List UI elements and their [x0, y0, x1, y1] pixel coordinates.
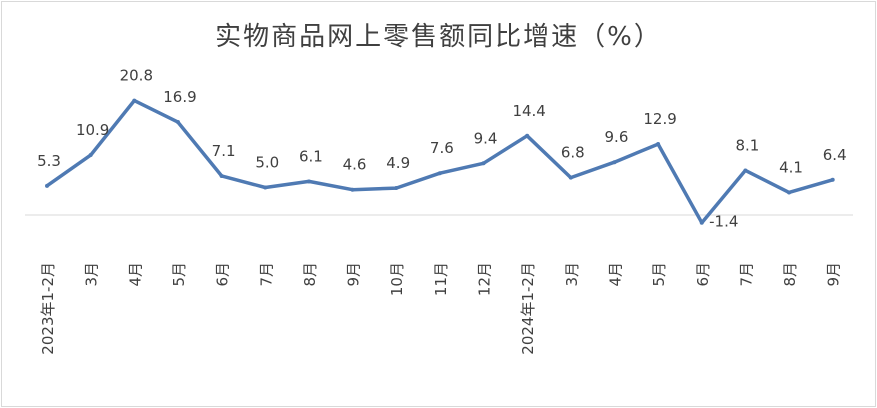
- data-point: [263, 185, 268, 190]
- data-point: [568, 175, 573, 180]
- data-label: 6.4: [823, 146, 847, 164]
- x-tick-label: 8月: [781, 262, 799, 287]
- data-point: [830, 177, 835, 182]
- data-point: [175, 120, 180, 125]
- x-tick-label: 6月: [694, 262, 712, 287]
- x-tick-label: 5月: [650, 262, 668, 287]
- data-label: 20.8: [120, 67, 153, 85]
- data-label: 5.0: [255, 154, 279, 172]
- x-tick-label: 7月: [737, 262, 755, 287]
- data-label: 16.9: [163, 88, 196, 106]
- data-point: [437, 171, 442, 176]
- data-label: 7.1: [212, 142, 236, 160]
- data-point: [699, 220, 704, 225]
- data-label: 4.9: [386, 154, 410, 172]
- data-point: [132, 98, 137, 103]
- data-label: 5.3: [37, 152, 61, 170]
- data-label: -1.4: [709, 213, 738, 231]
- data-point: [787, 190, 792, 195]
- x-tick-label: 9月: [825, 262, 843, 287]
- data-label: 4.1: [779, 158, 803, 176]
- x-tick-label: 3月: [563, 262, 581, 287]
- x-tick-label: 5月: [170, 262, 188, 287]
- data-point: [350, 187, 355, 192]
- data-point: [45, 183, 49, 188]
- data-label: 12.9: [643, 110, 676, 128]
- data-point: [656, 142, 661, 147]
- chart-title: 实物商品网上零售额同比增速（%）: [215, 22, 662, 52]
- data-point: [394, 186, 399, 191]
- x-tick-label: 4月: [126, 262, 144, 287]
- data-point: [219, 173, 224, 178]
- data-label: 7.6: [430, 139, 454, 157]
- data-point: [88, 153, 93, 158]
- x-tick-label: 6月: [214, 262, 232, 287]
- data-point: [525, 133, 530, 138]
- data-label: 14.4: [512, 102, 545, 120]
- data-point: [612, 160, 617, 165]
- x-tick-label: 11月: [432, 262, 450, 296]
- x-tick-label: 8月: [301, 262, 319, 287]
- data-point: [306, 179, 311, 184]
- x-tick-label: 3月: [83, 262, 101, 287]
- data-label: 9.6: [605, 128, 629, 146]
- data-point: [743, 168, 748, 173]
- data-label: 4.6: [343, 156, 367, 174]
- x-tick-label: 7月: [257, 262, 275, 287]
- x-tick-label: 10月: [388, 262, 406, 296]
- x-tick-label: 4月: [606, 262, 624, 287]
- x-tick-label: 2024年1-2月: [519, 262, 537, 355]
- data-point: [481, 161, 486, 166]
- data-label: 9.4: [474, 129, 498, 147]
- x-tick-label: 9月: [345, 262, 363, 287]
- x-tick-label: 2023年1-2月: [39, 262, 57, 355]
- x-tick-label: 12月: [476, 262, 494, 296]
- series-line: [45, 98, 834, 225]
- data-label: 6.8: [561, 144, 585, 162]
- data-label: 10.9: [76, 121, 109, 139]
- data-label: 8.1: [735, 136, 759, 154]
- data-label: 6.1: [299, 147, 323, 165]
